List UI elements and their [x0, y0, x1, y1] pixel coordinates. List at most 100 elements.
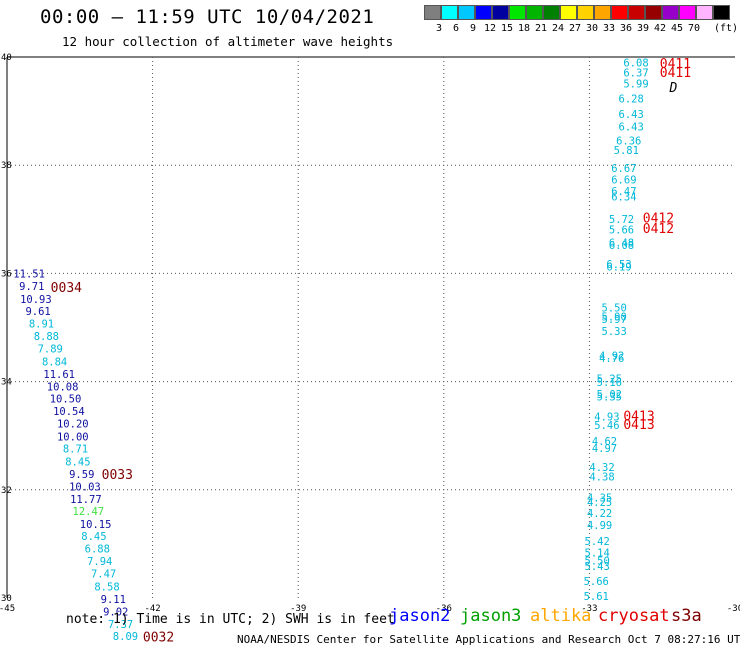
- wave-height-label: 10.93: [20, 294, 52, 306]
- wave-height-label: 6.69: [611, 175, 636, 187]
- y-tick-label: 32: [1, 486, 12, 496]
- legend-label: 70: [687, 23, 701, 34]
- wave-height-label: 11.77: [70, 494, 102, 506]
- legend-swatch: [509, 5, 526, 20]
- legend-label: 12: [483, 23, 497, 34]
- wave-height-label: 8.58: [94, 581, 119, 593]
- wave-height-label: 5.02: [597, 389, 622, 401]
- wave-height-label: 5.99: [623, 78, 648, 90]
- y-tick-label: 38: [1, 161, 12, 171]
- wave-height-label: 9.02: [103, 606, 128, 618]
- x-tick-label: -33: [581, 604, 597, 614]
- wave-height-label: 5.25: [597, 374, 622, 386]
- wave-height-label: 4.93: [594, 412, 619, 424]
- wave-height-label: 5.50: [602, 302, 627, 314]
- wave-height-label: 10.15: [80, 519, 112, 531]
- wave-height-label: 10.54: [53, 406, 85, 418]
- wave-height-label: 5.14: [585, 547, 610, 559]
- wave-height-label: 5.42: [585, 536, 610, 548]
- wave-height-label: 11.61: [43, 369, 75, 381]
- wave-height-label: 5.46: [594, 420, 619, 432]
- satellite-altika: altika: [530, 606, 592, 626]
- wave-height-label: 6.47: [611, 186, 636, 198]
- wave-height-label: 5.43: [585, 561, 610, 573]
- footer-note: note: 1) Time is in UTC; 2) SWH is in fe…: [66, 612, 395, 627]
- pass-time-label: 0413: [623, 410, 654, 425]
- wave-height-label: 9.71: [19, 281, 44, 293]
- legend-swatch: [458, 5, 475, 20]
- y-tick-label: 36: [1, 269, 12, 279]
- legend-swatch: [475, 5, 492, 20]
- wave-height-label: 8.91: [29, 319, 54, 331]
- wave-height-label: 6.88: [85, 544, 110, 556]
- legend-label: 27: [568, 23, 582, 34]
- wave-height-label: 5.97: [602, 314, 627, 326]
- legend-swatch: [713, 5, 730, 20]
- legend-swatch: [628, 5, 645, 20]
- legend-swatch: [696, 5, 713, 20]
- wave-height-label: 6.37: [623, 67, 648, 79]
- wave-height-label: 9.11: [101, 594, 126, 606]
- wave-height-label: 5.35: [597, 392, 622, 404]
- legend-swatch: [577, 5, 594, 20]
- wave-height-label: 10.03: [69, 481, 101, 493]
- pass-time-label: 0034: [51, 281, 82, 296]
- wave-height-label: 10.00: [57, 432, 89, 444]
- x-tick-label: -30: [727, 604, 740, 614]
- wave-height-label: 8.45: [81, 531, 106, 543]
- legend-swatch: [526, 5, 543, 20]
- wave-height-label: 4.99: [587, 520, 612, 532]
- wave-height-label: 4.62: [592, 436, 617, 448]
- pass-time-label: 0033: [102, 468, 133, 483]
- wave-height-label: 12.47: [73, 506, 105, 518]
- legend-label: 15: [500, 23, 514, 34]
- legend-label: 6: [452, 23, 460, 34]
- legend-swatch: [679, 5, 696, 20]
- wave-height-label: 9.59: [69, 469, 94, 481]
- wave-height-label: 7.94: [87, 556, 112, 568]
- wave-height-label: 8.84: [42, 356, 67, 368]
- color-legend: (ft) 3 6 9 12 15 18 21 24 27 30 33 36 39 42 45 70: [424, 5, 738, 35]
- wave-height-label: 6.08: [609, 240, 634, 252]
- wave-height-label: 4.92: [599, 350, 624, 362]
- legend-label: 33: [602, 23, 616, 34]
- wave-height-label: 6.53: [606, 259, 631, 271]
- x-tick-label: -45: [0, 604, 15, 614]
- wave-height-label: 5.50: [585, 555, 610, 567]
- wave-height-label: 5.66: [609, 224, 634, 236]
- legend-swatch: [662, 5, 679, 20]
- satellite-jason3: jason3: [460, 606, 522, 626]
- wave-height-label: 5.90: [602, 311, 627, 323]
- wave-height-label: 7.47: [91, 568, 116, 580]
- legend-label: 24: [551, 23, 565, 34]
- wave-height-label: 4.25: [587, 497, 612, 509]
- marker-label: D: [668, 81, 677, 96]
- wave-height-label: 4.97: [592, 443, 617, 455]
- wave-height-label: 6.48: [609, 237, 634, 249]
- legend-unit: (ft): [714, 23, 739, 34]
- wave-height-label: 5.81: [614, 145, 639, 157]
- wave-height-label: 10.50: [50, 394, 82, 406]
- y-tick-label: 40: [1, 53, 12, 63]
- wave-height-label: 6.08: [623, 58, 648, 70]
- pass-time-label: 0412: [643, 222, 674, 237]
- satellite-cryosat: cryosat: [598, 606, 670, 626]
- satellite-jason2: jason2: [389, 606, 451, 626]
- x-tick-label: -39: [290, 604, 306, 614]
- legend-label: 36: [619, 23, 633, 34]
- wave-height-label: 8.09: [113, 631, 138, 643]
- wave-height-label: 4.35: [587, 493, 612, 505]
- legend-label: 18: [517, 23, 531, 34]
- y-tick-label: 30: [1, 594, 12, 604]
- wave-height-label: 5.72: [609, 214, 634, 226]
- legend-swatch: [441, 5, 458, 20]
- credit-line: NOAA/NESDIS Center for Satellite Applica…: [237, 633, 740, 646]
- wave-height-label: 9.61: [25, 306, 50, 318]
- legend-swatch: [424, 5, 441, 20]
- legend-label: 21: [534, 23, 548, 34]
- wave-height-label: 8.88: [34, 331, 59, 343]
- wave-height-label: 10.20: [57, 419, 89, 431]
- wave-height-label: 6.28: [619, 93, 644, 105]
